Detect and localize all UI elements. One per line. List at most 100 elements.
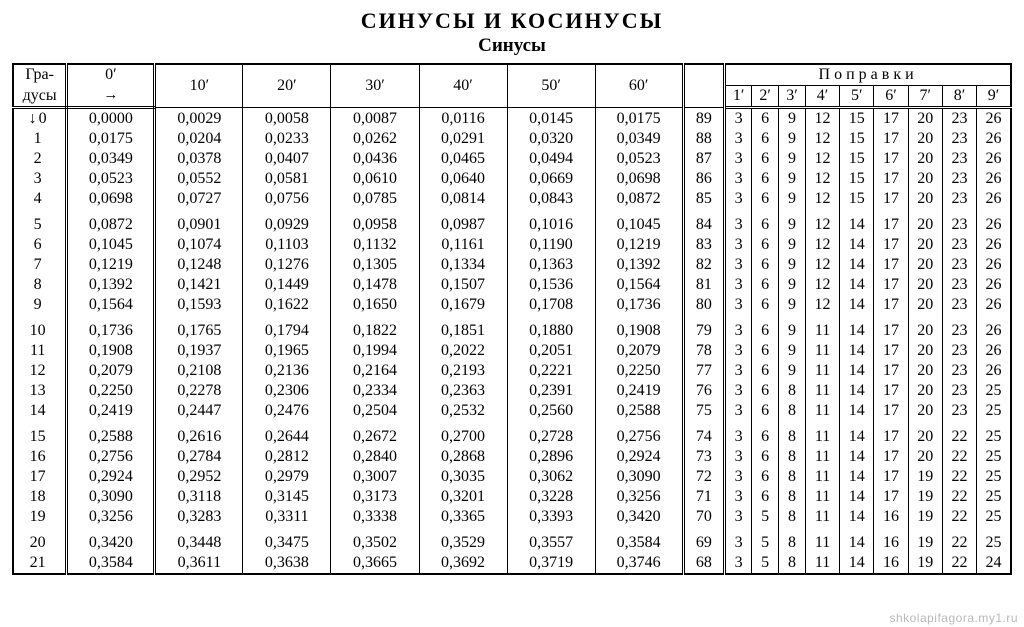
correction-cell: 14: [840, 255, 874, 275]
table-row: 40,06980,07270,07560,07850,08140,08430,0…: [13, 189, 1011, 209]
correction-cell: 12: [805, 169, 839, 189]
correction-cell: 9: [779, 361, 806, 381]
sine-cell: 0,3665: [331, 553, 419, 574]
sine-cell: 0,1794: [243, 315, 331, 341]
sine-cell: 0,0349: [67, 149, 155, 169]
correction-cell: 6: [752, 235, 779, 255]
correction-cell: 11: [805, 447, 839, 467]
sine-cell: 0,0610: [331, 169, 419, 189]
sine-cell: 0,2672: [331, 421, 419, 447]
table-row: 110,19080,19370,19650,19940,20220,20510,…: [13, 341, 1011, 361]
correction-cell: 22: [942, 467, 976, 487]
sine-cell: 0,0929: [243, 209, 331, 235]
sine-cell: 0,3090: [595, 467, 683, 487]
sine-cell: 0,0378: [155, 149, 243, 169]
deg-cell: 3: [13, 169, 67, 189]
sine-cell: 0,2952: [155, 467, 243, 487]
cos-deg-cell: 89: [683, 108, 725, 130]
correction-cell: 20: [908, 295, 942, 315]
hdr-corr-2: 2′: [752, 86, 779, 108]
correction-cell: 3: [725, 235, 752, 255]
correction-cell: 14: [840, 527, 874, 553]
cos-deg-cell: 71: [683, 487, 725, 507]
sine-cell: 0,0872: [595, 189, 683, 209]
sine-cell: 0,0756: [243, 189, 331, 209]
correction-cell: 14: [840, 361, 874, 381]
sine-cell: 0,2924: [595, 447, 683, 467]
sine-cell: 0,2079: [595, 341, 683, 361]
correction-cell: 5: [752, 553, 779, 574]
correction-cell: 26: [977, 235, 1011, 255]
correction-cell: 3: [725, 507, 752, 527]
correction-cell: 9: [779, 315, 806, 341]
hdr-corr-3: 3′: [779, 86, 806, 108]
sine-cell: 0,1449: [243, 275, 331, 295]
correction-cell: 26: [977, 149, 1011, 169]
sine-cell: 0,1421: [155, 275, 243, 295]
cos-deg-cell: 68: [683, 553, 725, 574]
correction-cell: 14: [840, 421, 874, 447]
correction-cell: 6: [752, 361, 779, 381]
sine-cell: 0,1765: [155, 315, 243, 341]
sine-cell: 0,0552: [155, 169, 243, 189]
sine-cell: 0,1908: [67, 341, 155, 361]
sine-cell: 0,2560: [507, 401, 595, 421]
correction-cell: 9: [779, 341, 806, 361]
sine-cell: 0,1822: [331, 315, 419, 341]
correction-cell: 6: [752, 275, 779, 295]
correction-cell: 17: [874, 401, 908, 421]
correction-cell: 3: [725, 169, 752, 189]
correction-cell: 3: [725, 553, 752, 574]
correction-cell: 3: [725, 209, 752, 235]
sine-cell: 0,3584: [595, 527, 683, 553]
sine-cell: 0,3420: [595, 507, 683, 527]
correction-cell: 3: [725, 341, 752, 361]
sine-cell: 0,3393: [507, 507, 595, 527]
title-sub: Синусы: [12, 35, 1012, 57]
correction-cell: 17: [874, 447, 908, 467]
sine-cell: 0,1161: [419, 235, 507, 255]
sine-cell: 0,2504: [331, 401, 419, 421]
sines-table: Гра- 0′ 10′ 20′ 30′ 40′ 50′ 60′ Поправки…: [12, 63, 1012, 575]
deg-cell: 14: [13, 401, 67, 421]
correction-cell: 6: [752, 189, 779, 209]
correction-cell: 8: [779, 447, 806, 467]
correction-cell: 23: [942, 275, 976, 295]
sine-cell: 0,2079: [67, 361, 155, 381]
sine-cell: 0,0233: [243, 129, 331, 149]
sine-cell: 0,0000: [67, 108, 155, 130]
correction-cell: 17: [874, 315, 908, 341]
deg-cell: 16: [13, 447, 67, 467]
sine-cell: 0,1536: [507, 275, 595, 295]
sine-cell: 0,1564: [595, 275, 683, 295]
sine-cell: 0,0320: [507, 129, 595, 149]
correction-cell: 17: [874, 149, 908, 169]
sine-cell: 0,3256: [595, 487, 683, 507]
correction-cell: 14: [840, 381, 874, 401]
cos-deg-cell: 82: [683, 255, 725, 275]
hdr-corr-1: 1′: [725, 86, 752, 108]
correction-cell: 9: [779, 275, 806, 295]
correction-cell: 20: [908, 421, 942, 447]
sine-cell: 0,2812: [243, 447, 331, 467]
cos-deg-cell: 84: [683, 209, 725, 235]
sine-cell: 0,3420: [67, 527, 155, 553]
correction-cell: 9: [779, 235, 806, 255]
correction-cell: 19: [908, 507, 942, 527]
sine-cell: 0,1045: [67, 235, 155, 255]
deg-cell: 13: [13, 381, 67, 401]
correction-cell: 19: [908, 467, 942, 487]
correction-cell: 20: [908, 401, 942, 421]
correction-cell: 3: [725, 381, 752, 401]
sine-cell: 0,2108: [155, 361, 243, 381]
sine-cell: 0,2164: [331, 361, 419, 381]
correction-cell: 6: [752, 341, 779, 361]
correction-cell: 17: [874, 169, 908, 189]
sine-cell: 0,3365: [419, 507, 507, 527]
sine-cell: 0,1908: [595, 315, 683, 341]
correction-cell: 9: [779, 129, 806, 149]
sine-cell: 0,2447: [155, 401, 243, 421]
correction-cell: 3: [725, 295, 752, 315]
hdr-corr-9: 9′: [977, 86, 1011, 108]
correction-cell: 14: [840, 235, 874, 255]
